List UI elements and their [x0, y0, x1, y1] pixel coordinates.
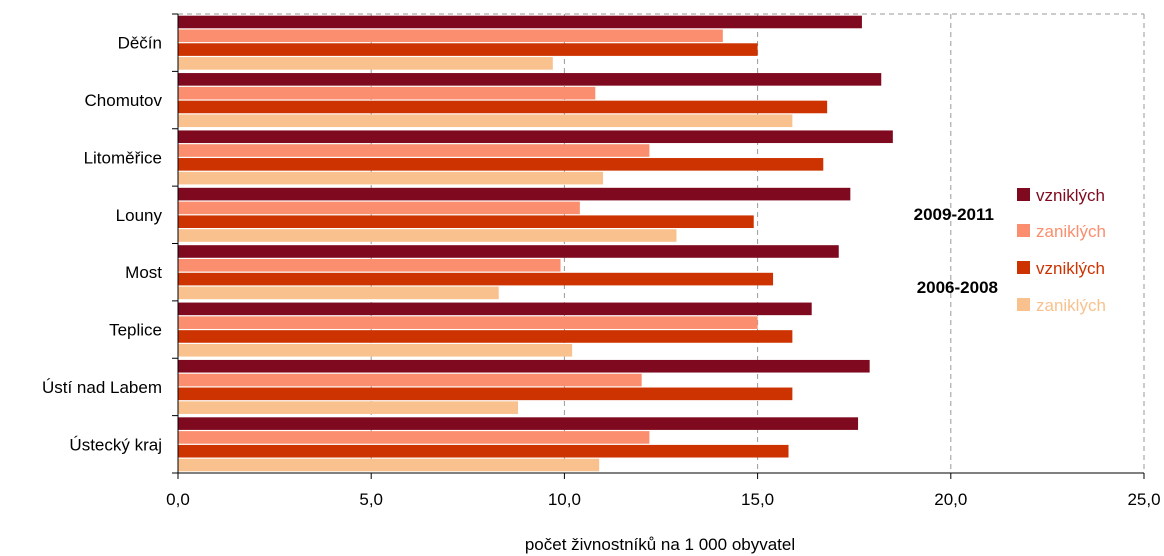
y-tick-label: Děčín — [118, 34, 162, 53]
x-tick-label: 5,0 — [359, 490, 383, 509]
bar — [178, 215, 754, 229]
bar — [178, 316, 758, 329]
legend-label: vzniklých — [1036, 259, 1105, 278]
bar-layer — [178, 15, 893, 472]
bar — [178, 114, 793, 128]
y-tick-label: Louny — [116, 206, 163, 225]
bar — [178, 458, 600, 472]
x-tick-label: 0,0 — [166, 490, 190, 509]
bar — [178, 86, 596, 100]
legend: vzniklých zaniklých vzniklých zaniklých 2009… — [914, 186, 1106, 315]
bar — [178, 431, 650, 444]
legend-label: zaniklých — [1036, 222, 1106, 241]
bar — [178, 417, 859, 430]
bar — [178, 57, 553, 70]
bar — [178, 245, 839, 258]
y-tick-label: Most — [125, 263, 162, 282]
bar — [178, 187, 851, 201]
legend-swatch — [1017, 298, 1030, 311]
x-tick-label: 25,0 — [1127, 490, 1160, 509]
bar — [178, 144, 650, 157]
bar — [178, 302, 812, 316]
bar — [178, 444, 789, 458]
legend-swatch — [1017, 188, 1030, 201]
bar — [178, 286, 499, 300]
y-tick-label: Litoměřice — [84, 148, 162, 167]
bar — [178, 359, 870, 373]
bar — [178, 343, 573, 357]
y-tick-label: Ústí nad Labem — [42, 378, 162, 397]
bar — [178, 73, 882, 86]
bar — [178, 401, 519, 414]
bar — [178, 272, 774, 286]
x-tick-label: 10,0 — [548, 490, 581, 509]
y-tick-label: Chomutov — [85, 91, 163, 110]
legend-label: zaniklých — [1036, 296, 1106, 315]
axis-layer: Děčín Chomutov Litoměřice Louny Most Teplice Ú… — [42, 13, 1161, 509]
legend-group-label: 2006-2008 — [917, 278, 998, 297]
x-tick-label: 20,0 — [934, 490, 967, 509]
bar — [178, 387, 793, 401]
bar — [178, 29, 723, 43]
bar — [178, 330, 793, 343]
legend-label: vzniklých — [1036, 186, 1105, 205]
x-axis-title: počet živnostníků na 1 000 obyvatel — [525, 535, 795, 554]
bar — [178, 130, 893, 144]
bar — [178, 158, 824, 171]
y-tick-label: Ústecký kraj — [69, 435, 162, 454]
legend-swatch — [1017, 261, 1030, 274]
bar — [178, 43, 758, 56]
bar — [178, 229, 677, 242]
y-tick-label: Teplice — [109, 321, 162, 340]
bar — [178, 15, 862, 29]
bar — [178, 258, 561, 272]
bar — [178, 201, 580, 215]
bar — [178, 171, 604, 185]
legend-swatch — [1017, 224, 1030, 237]
legend-group-label: 2009-2011 — [914, 205, 994, 224]
bar — [178, 373, 642, 387]
x-tick-label: 15,0 — [741, 490, 774, 509]
bar — [178, 100, 828, 114]
